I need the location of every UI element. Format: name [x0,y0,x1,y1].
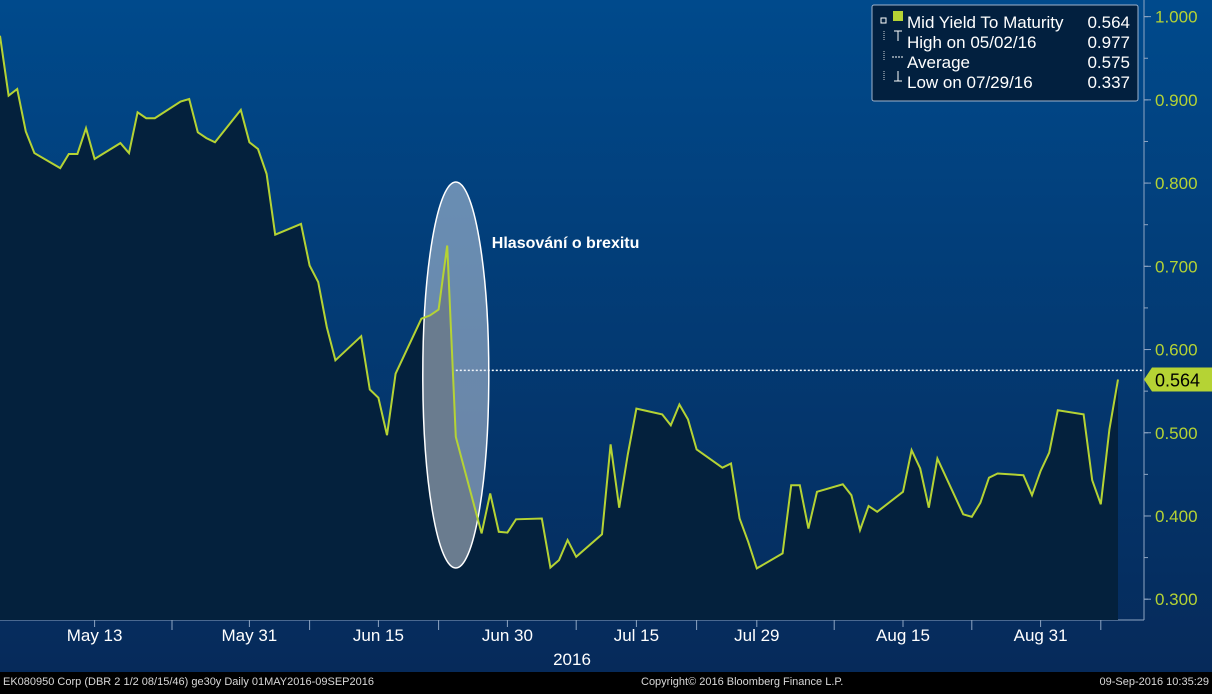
y-tick-label: 1.000 [1155,8,1198,27]
legend-value: 0.575 [1087,53,1130,72]
x-tick-label: May 31 [222,626,278,645]
y-tick-label: 0.300 [1155,590,1198,609]
footer-source: EK080950 Corp (DBR 2 1/2 08/15/46) ge30y… [3,676,374,688]
x-tick-label: Jul 15 [614,626,659,645]
legend-series-swatch [893,11,903,21]
footer-timestamp: 09-Sep-2016 10:35:29 [1100,676,1209,688]
brexit-annotation: Hlasování o brexitu [492,235,640,252]
last-value-label: 0.564 [1155,370,1200,390]
series-area [0,35,1118,621]
y-tick-label: 0.400 [1155,507,1198,526]
y-tick-label: 0.900 [1155,91,1198,110]
legend-box [871,4,1139,102]
legend-collapse-icon [880,17,887,24]
legend-low-icon [894,71,902,82]
x-tick-label: Aug 31 [1014,626,1068,645]
legend-label: High on 05/02/16 [907,33,1037,52]
legend-label: Mid Yield To Maturity [907,13,1064,32]
x-axis-year: 2016 [553,650,591,669]
x-tick-label: May 13 [67,626,123,645]
x-tick-label: Aug 15 [876,626,930,645]
legend-label: Low on 07/29/16 [907,73,1033,92]
x-tick-label: Jun 15 [353,626,404,645]
legend-label: Average [907,53,970,72]
y-tick-label: 0.700 [1155,257,1198,276]
y-tick-label: 0.800 [1155,174,1198,193]
footer-bar [0,672,1212,689]
legend-value: 0.564 [1087,13,1130,32]
y-tick-label: 0.500 [1155,424,1198,443]
y-tick-label: 0.600 [1155,341,1198,360]
brexit-highlight-ellipse [422,181,490,569]
footer-copyright: Copyright© 2016 Bloomberg Finance L.P. [641,676,843,688]
legend-value: 0.977 [1087,33,1130,52]
legend-value: 0.337 [1087,73,1130,92]
series-line [0,35,1119,570]
legend-high-icon [894,30,902,41]
last-value-tag [1144,367,1212,392]
x-tick-label: Jun 30 [482,626,533,645]
x-tick-label: Jul 29 [734,626,779,645]
